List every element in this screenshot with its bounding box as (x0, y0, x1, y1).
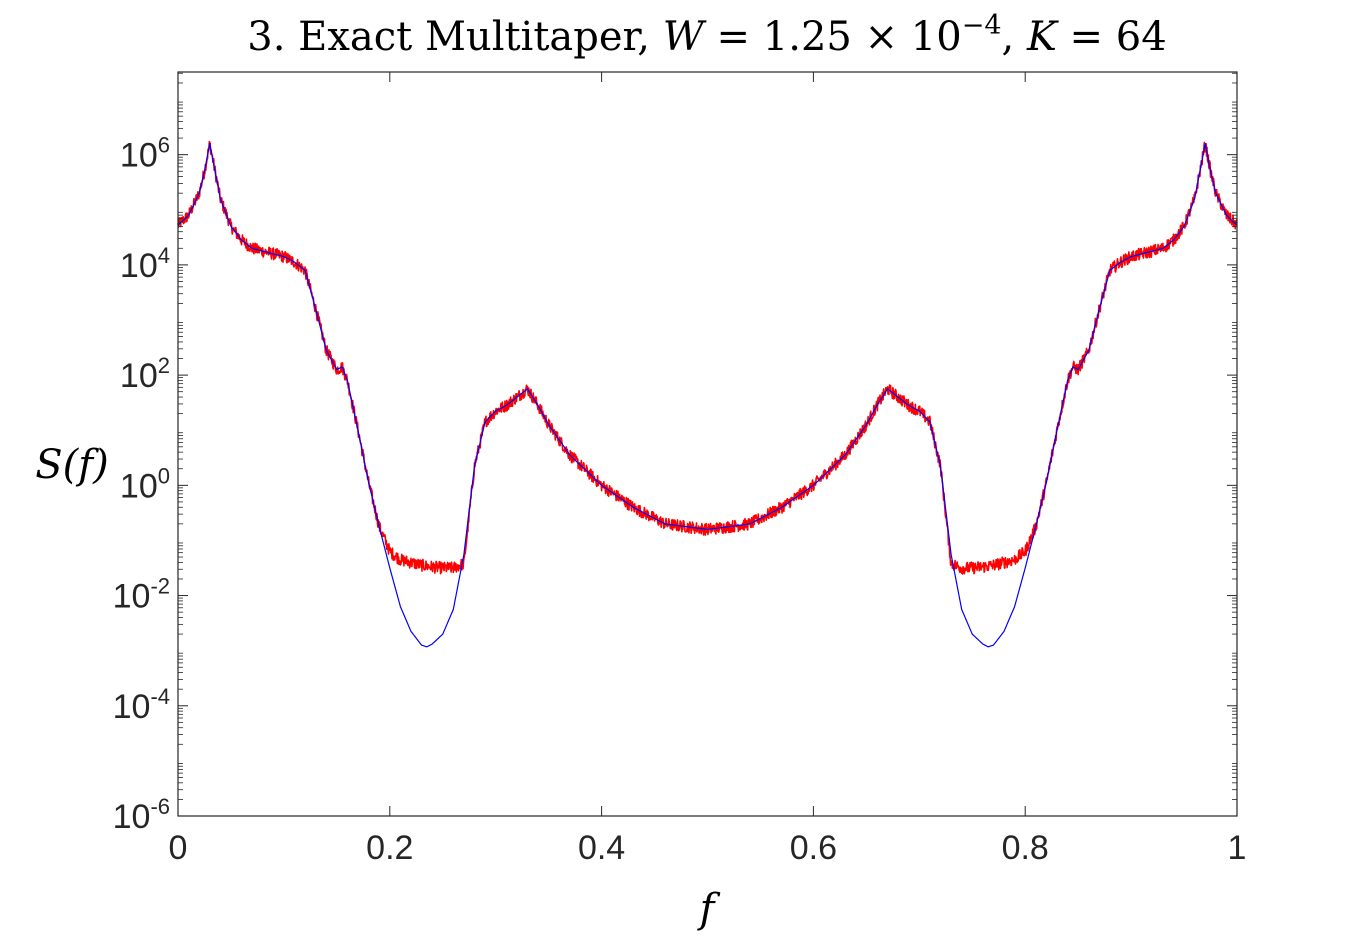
title-w-value: = 1.25 × 10 (704, 14, 962, 60)
y-tick-exponent: 0 (158, 463, 170, 488)
y-tick-label: 102 (120, 353, 170, 395)
y-tick-exponent: 4 (158, 243, 170, 268)
y-tick-base: 10 (120, 357, 158, 395)
title-prefix: 3. Exact Multitaper, (247, 14, 662, 60)
title-k-value: = 64 (1057, 14, 1167, 60)
y-tick-base: 10 (113, 578, 151, 616)
x-tick-label: 0 (169, 829, 188, 867)
plot-frame (177, 71, 1238, 817)
y-tick-exponent: 2 (158, 353, 170, 378)
x-axis-label: f (697, 886, 721, 932)
y-tick-exponent: -6 (150, 794, 170, 819)
multitaper-estimate-line (177, 140, 1238, 575)
y-tick-label: 10-4 (113, 684, 170, 726)
x-tick-label: 0.2 (366, 829, 413, 867)
x-tick-label: 0.6 (790, 829, 837, 867)
y-tick-exponent: -2 (150, 574, 170, 599)
series-layer (177, 140, 1238, 648)
title-k-symbol: K (1026, 14, 1059, 60)
y-tick-label: 10-2 (113, 574, 170, 616)
y-tick-exponent: 6 (158, 133, 170, 158)
y-tick-base: 10 (120, 137, 158, 175)
chart-title: 3. Exact Multitaper, W = 1.25 × 10−4, K … (247, 10, 1166, 60)
ticks-layer (177, 72, 1238, 817)
y-tick-label: 100 (120, 463, 170, 505)
y-tick-exponent: -4 (150, 684, 170, 709)
x-tick-label: 0.4 (578, 829, 625, 867)
x-tick-label: 0.8 (1002, 829, 1049, 867)
y-tick-base: 10 (120, 247, 158, 285)
y-tick-base: 10 (120, 467, 158, 505)
y-tick-label: 104 (120, 243, 170, 285)
title-separator: , (1002, 14, 1027, 60)
x-tick-labels: 0 0.2 0.4 0.6 0.8 1 (169, 829, 1247, 867)
y-tick-base: 10 (113, 798, 151, 836)
true-spectrum-line (177, 143, 1238, 648)
y-axis-label: S(f) (35, 442, 108, 488)
y-tick-label: 106 (120, 133, 170, 175)
y-tick-label: 10-6 (113, 794, 170, 836)
title-w-symbol: W (663, 14, 707, 60)
y-tick-base: 10 (113, 688, 151, 726)
x-tick-label: 1 (1228, 829, 1247, 867)
title-w-exponent: −4 (962, 10, 1002, 41)
